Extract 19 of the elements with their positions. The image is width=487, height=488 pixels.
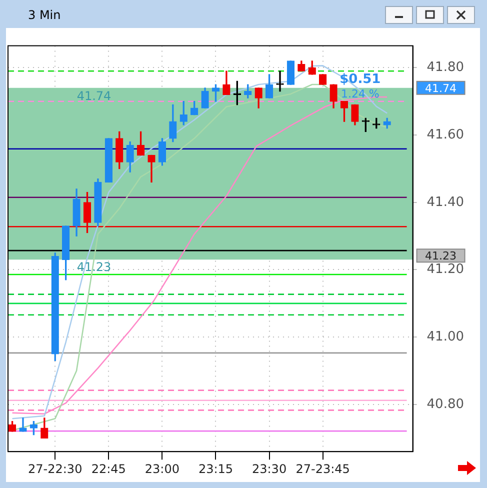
x-tick-label: 23:30 bbox=[252, 462, 287, 476]
x-tick-label: 22:45 bbox=[91, 462, 126, 476]
x-tick-label: 23:00 bbox=[144, 462, 180, 476]
y-tick-label: 40.80 bbox=[426, 396, 464, 412]
annotation: 41.23 bbox=[76, 260, 112, 274]
y-tick-label: 41.60 bbox=[426, 127, 464, 142]
chart-title: 3 Min bbox=[28, 8, 61, 22]
text: 41.74 bbox=[425, 82, 457, 95]
y-tick-label: 41.20 bbox=[426, 262, 464, 278]
annotation: $0.51 bbox=[340, 72, 381, 87]
y-tick-label: 41.40 bbox=[426, 194, 464, 210]
x-tick-label: 27-22:30 bbox=[28, 462, 82, 476]
candlestick bbox=[276, 70, 284, 92]
y-tick-label: 41.00 bbox=[426, 329, 464, 344]
x-tick-label: 23:15 bbox=[198, 462, 234, 476]
x-tick-label: 27-23:45 bbox=[296, 462, 350, 476]
y-tick-label: 41.80 bbox=[426, 60, 464, 76]
annotation: 41.74 bbox=[76, 89, 112, 104]
text: 41.23 bbox=[425, 250, 457, 263]
